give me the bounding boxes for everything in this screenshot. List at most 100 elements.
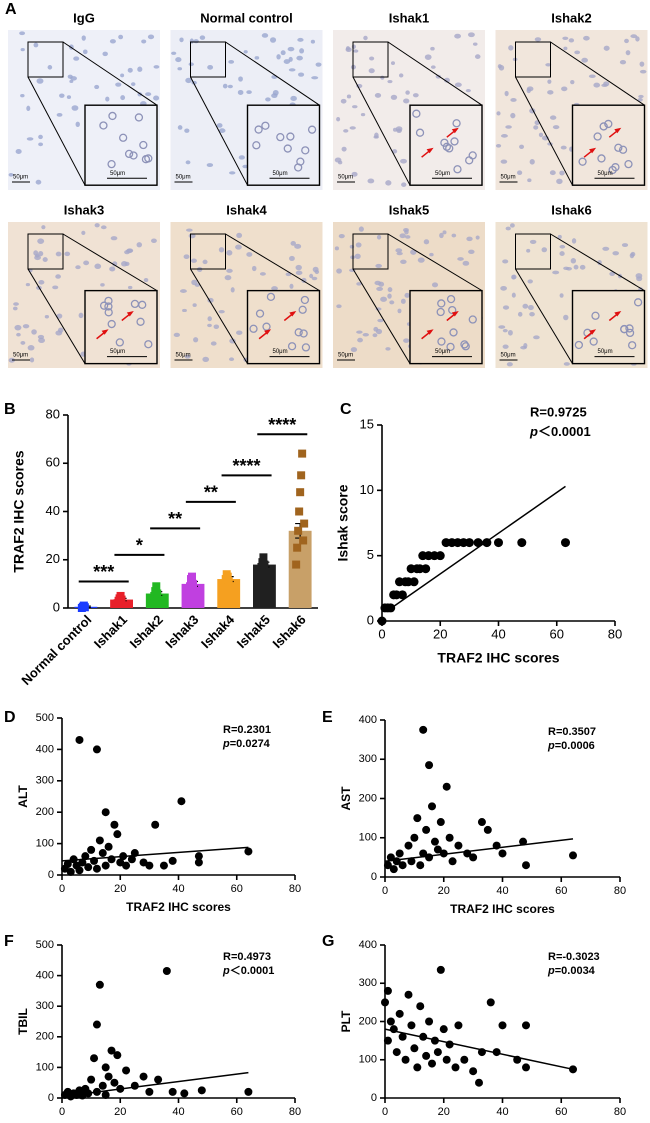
- inset-cell: [276, 132, 285, 142]
- cell-nucleus: [238, 76, 243, 82]
- inset-cell: [593, 132, 602, 141]
- cell-nucleus: [630, 34, 638, 39]
- x-tick-label: 80: [614, 885, 626, 897]
- cell-nucleus: [121, 261, 128, 267]
- data-point: [430, 837, 439, 846]
- scale-label: 50μm: [598, 349, 613, 355]
- data-point: [383, 986, 392, 995]
- cell-nucleus: [429, 252, 434, 257]
- scale-label: 50μm: [273, 171, 288, 177]
- cell-nucleus: [547, 79, 552, 84]
- inset-cell: [104, 296, 113, 305]
- cell-nucleus: [505, 125, 512, 129]
- cell-nucleus: [541, 247, 548, 253]
- y-tick-label: 5: [367, 547, 374, 562]
- inset-cell: [574, 340, 584, 350]
- inset-cell: [597, 154, 606, 163]
- data-point: [256, 567, 265, 576]
- cell-nucleus: [570, 80, 575, 85]
- cell-nucleus: [559, 251, 565, 257]
- data-point: [110, 820, 119, 829]
- inset-cell: [301, 343, 311, 352]
- cell-nucleus: [288, 68, 296, 72]
- image-title: IgG: [73, 10, 95, 25]
- cell-nucleus: [194, 283, 200, 287]
- data-point: [162, 967, 171, 976]
- arrow-head: [614, 311, 622, 317]
- y-tick-label: 0: [371, 871, 377, 883]
- inset-box: [246, 289, 321, 365]
- cell-nucleus: [562, 36, 569, 40]
- data-point: [469, 1067, 478, 1076]
- cell-nucleus: [271, 286, 278, 291]
- p-value: p=0.0006: [547, 740, 595, 752]
- cell-nucleus: [529, 311, 535, 317]
- inset-cell: [614, 143, 623, 152]
- cell-nucleus: [83, 260, 90, 266]
- cell-nucleus: [353, 49, 359, 53]
- cell-nucleus: [177, 67, 183, 71]
- cell-nucleus: [609, 271, 616, 276]
- micrograph: 50μm 50μm: [495, 30, 648, 190]
- x-tick-label: Ishak1: [91, 612, 130, 651]
- x-tick-label: 40: [172, 883, 184, 895]
- data-point: [522, 861, 530, 870]
- cell-nucleus: [153, 95, 160, 101]
- cell-nucleus: [500, 159, 508, 164]
- zoom-line: [62, 41, 158, 106]
- cell-nucleus: [355, 242, 362, 248]
- y-tick-label: 100: [36, 838, 54, 850]
- cell-nucleus: [624, 38, 629, 44]
- inset-cell: [252, 141, 261, 150]
- cell-nucleus: [527, 305, 534, 311]
- cell-nucleus: [343, 129, 349, 133]
- cell-nucleus: [412, 93, 419, 98]
- cell-nucleus: [299, 48, 305, 54]
- cell-nucleus: [42, 257, 48, 263]
- p-value: p=0.0034: [547, 965, 596, 977]
- cell-nucleus: [64, 251, 71, 257]
- data-point: [442, 1055, 451, 1064]
- inset-cell: [249, 324, 258, 333]
- zoom-line: [27, 268, 86, 364]
- y-tick-label: 20: [46, 551, 60, 566]
- arrow-head: [451, 311, 459, 317]
- cell-nucleus: [295, 264, 302, 271]
- cell-nucleus: [289, 255, 295, 262]
- cell-nucleus: [363, 35, 368, 41]
- cell-nucleus: [37, 238, 45, 244]
- cell-nucleus: [182, 308, 187, 313]
- scale-label: 50μm: [176, 175, 191, 181]
- x-tick-label: 80: [608, 626, 622, 641]
- cell-nucleus: [297, 37, 304, 42]
- scale-label: 50μm: [501, 175, 516, 181]
- cell-nucleus: [289, 283, 294, 289]
- inset-cell: [412, 109, 421, 118]
- inset-cell: [589, 337, 598, 346]
- x-axis-label: TRAF2 IHC scores: [437, 650, 559, 666]
- data-point: [422, 1051, 431, 1060]
- cell-nucleus: [238, 155, 245, 160]
- inset-cell: [139, 140, 148, 150]
- inset-box: [84, 289, 158, 365]
- cell-nucleus: [401, 182, 407, 187]
- data-point: [139, 1072, 148, 1081]
- cell-nucleus: [506, 362, 513, 367]
- cell-nucleus: [311, 76, 319, 80]
- image-title: Ishak5: [389, 202, 429, 217]
- cell-nucleus: [533, 335, 540, 340]
- cell-nucleus: [246, 90, 252, 94]
- cell-nucleus: [502, 305, 510, 310]
- zoom-box: [515, 41, 551, 78]
- inset-cell: [442, 142, 452, 151]
- cell-nucleus: [47, 65, 53, 70]
- cell-nucleus: [218, 128, 226, 134]
- cell-nucleus: [529, 159, 535, 165]
- data-point: [410, 833, 419, 842]
- image-title: Ishak4: [226, 202, 267, 217]
- y-tick-label: 200: [359, 1015, 377, 1027]
- y-tick-label: 100: [359, 832, 377, 844]
- inset-cell: [107, 319, 116, 329]
- scale-label: 50μm: [110, 349, 125, 355]
